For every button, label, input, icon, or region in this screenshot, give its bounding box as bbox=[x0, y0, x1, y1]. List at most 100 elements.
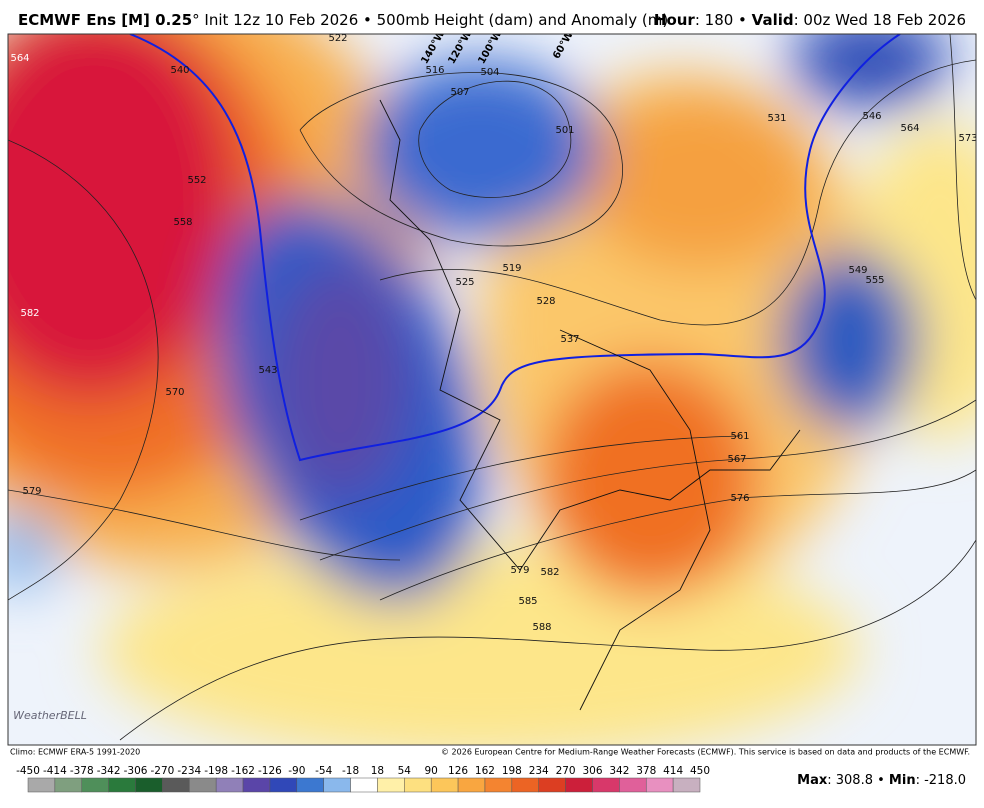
header-part: : 00z Wed 18 Feb 2026 bbox=[794, 11, 966, 29]
colorbar-swatch bbox=[323, 777, 351, 793]
footer-right: © 2026 European Centre for Medium-Range … bbox=[441, 748, 970, 757]
colorbar-swatch bbox=[565, 777, 593, 793]
contour-label: 579 bbox=[22, 486, 41, 497]
colorbar-swatch bbox=[672, 777, 701, 793]
colorbar-swatch bbox=[538, 777, 566, 793]
header-right: Hour: 180 • Valid: 00z Wed 18 Feb 2026 bbox=[654, 11, 966, 29]
colorbar-swatch bbox=[457, 777, 486, 793]
colorbar-tick-label: -342 bbox=[97, 765, 121, 777]
colorbar-tick-label: 54 bbox=[398, 765, 412, 777]
header-part: Min bbox=[889, 773, 916, 788]
contour-label: 573 bbox=[958, 133, 977, 144]
contour-label: 507 bbox=[450, 87, 469, 98]
colorbar-tick-label: -198 bbox=[204, 765, 228, 777]
header-left: ECMWF Ens [M] 0.25° Init 12z 10 Feb 2026… bbox=[18, 11, 668, 29]
colorbar-swatch bbox=[54, 777, 83, 793]
contour-label: 555 bbox=[865, 275, 884, 286]
contour-label: 528 bbox=[536, 296, 555, 307]
header-part: Hour bbox=[654, 11, 696, 29]
colorbar-swatch bbox=[404, 777, 432, 793]
colorbar-swatch bbox=[350, 777, 378, 793]
colorbar-tick-label: 450 bbox=[690, 765, 710, 777]
contour-label: 582 bbox=[20, 308, 39, 319]
colorbar-tick-label: -306 bbox=[124, 765, 148, 777]
colorbar-tick-label: -90 bbox=[288, 765, 305, 777]
colorbar-swatch bbox=[162, 777, 190, 793]
colorbar-tick-label: 18 bbox=[371, 765, 384, 777]
header-part: : 180 • bbox=[695, 11, 752, 29]
colorbar-swatch bbox=[269, 777, 298, 793]
colorbar-tick-label: -126 bbox=[258, 765, 282, 777]
contour-label: 546 bbox=[862, 111, 881, 122]
colorbar-swatch bbox=[215, 777, 244, 793]
contour-label: 576 bbox=[730, 493, 749, 504]
colorbar-swatch bbox=[296, 777, 324, 793]
colorbar-swatch bbox=[27, 777, 56, 793]
colorbar-tick-label: 306 bbox=[582, 765, 602, 777]
header-part: ° Init 12z 10 Feb 2026 • 500mb Height (d… bbox=[192, 11, 668, 29]
colorbar-swatch bbox=[189, 777, 217, 793]
contour-label: 543 bbox=[258, 365, 277, 376]
colorbar-tick-label: 234 bbox=[529, 765, 549, 777]
contour-label: 564 bbox=[900, 123, 919, 134]
colorbar-tick-label: -234 bbox=[177, 765, 201, 777]
colorbar-swatch bbox=[135, 777, 163, 793]
colorbar-tick-label: 342 bbox=[609, 765, 629, 777]
stats: Max: 308.8 • Min: -218.0 bbox=[797, 773, 966, 788]
contour-label: 501 bbox=[555, 125, 574, 136]
contour-540 bbox=[129, 34, 901, 462]
colorbar-tick-label: -378 bbox=[70, 765, 94, 777]
header-part: ECMWF Ens [M] 0.25 bbox=[18, 11, 192, 29]
colorbar-swatch bbox=[484, 777, 513, 793]
header-part: : -218.0 bbox=[916, 773, 966, 788]
colorbar-tick-label: -54 bbox=[315, 765, 332, 777]
contour-label: 540 bbox=[170, 65, 189, 76]
map: 564 540 552 558 582 570 579 543 522 516 507 504 501 5… bbox=[8, 33, 977, 745]
colorbar-tick-label: -450 bbox=[16, 765, 40, 777]
contour-label: 561 bbox=[730, 431, 749, 442]
colorbar-swatch bbox=[108, 777, 136, 793]
colorbar-tick-label: -270 bbox=[150, 765, 174, 777]
colorbar-tick-label: 198 bbox=[502, 765, 522, 777]
colorbar-swatch bbox=[619, 777, 647, 793]
contour-label: 522 bbox=[328, 33, 347, 44]
contour-label: 519 bbox=[502, 263, 521, 274]
contour-label: 525 bbox=[455, 277, 474, 288]
colorbar-swatch bbox=[81, 777, 109, 793]
colorbar-tick-label: -162 bbox=[231, 765, 255, 777]
watermark: WeatherBELL bbox=[13, 709, 87, 722]
contour-label: 516 bbox=[425, 65, 444, 76]
colorbar-swatch bbox=[242, 777, 271, 793]
contour-label: 585 bbox=[518, 596, 537, 607]
contour-label: 588 bbox=[532, 622, 551, 633]
header-part: : 308.8 • bbox=[827, 773, 889, 788]
contour-label: 570 bbox=[165, 387, 184, 398]
colorbar-swatch bbox=[645, 777, 674, 793]
colorbar-swatch bbox=[377, 777, 405, 793]
colorbar-tick-label: -18 bbox=[342, 765, 359, 777]
colorbar-swatch bbox=[592, 777, 620, 793]
colorbar-tick-label: 126 bbox=[448, 765, 468, 777]
header-part: Valid bbox=[752, 11, 794, 29]
contour-label: 504 bbox=[480, 67, 499, 78]
contour-label: 531 bbox=[767, 113, 786, 124]
colorbar-tick-label: -414 bbox=[43, 765, 67, 777]
contour-label: 549 bbox=[848, 265, 867, 276]
contour-label: 537 bbox=[560, 334, 579, 345]
colorbar-swatch bbox=[511, 777, 539, 793]
colorbar-swatch bbox=[430, 777, 459, 793]
contour-label: 582 bbox=[540, 567, 559, 578]
contour-label: 579 bbox=[510, 565, 529, 576]
footer-left: Climo: ECMWF ERA-5 1991-2020 bbox=[10, 748, 140, 757]
colorbar-tick-label: 378 bbox=[636, 765, 656, 777]
header-part: Max bbox=[797, 773, 828, 788]
colorbar-tick-label: 414 bbox=[663, 765, 683, 777]
contour-label: 564 bbox=[10, 53, 29, 64]
contour-label: 552 bbox=[187, 175, 206, 186]
colorbar-tick-label: 162 bbox=[475, 765, 495, 777]
contour-label: 558 bbox=[173, 217, 192, 228]
contour-label: 567 bbox=[727, 454, 746, 465]
colorbar-tick-label: 90 bbox=[425, 765, 438, 777]
colorbar-tick-label: 270 bbox=[556, 765, 576, 777]
